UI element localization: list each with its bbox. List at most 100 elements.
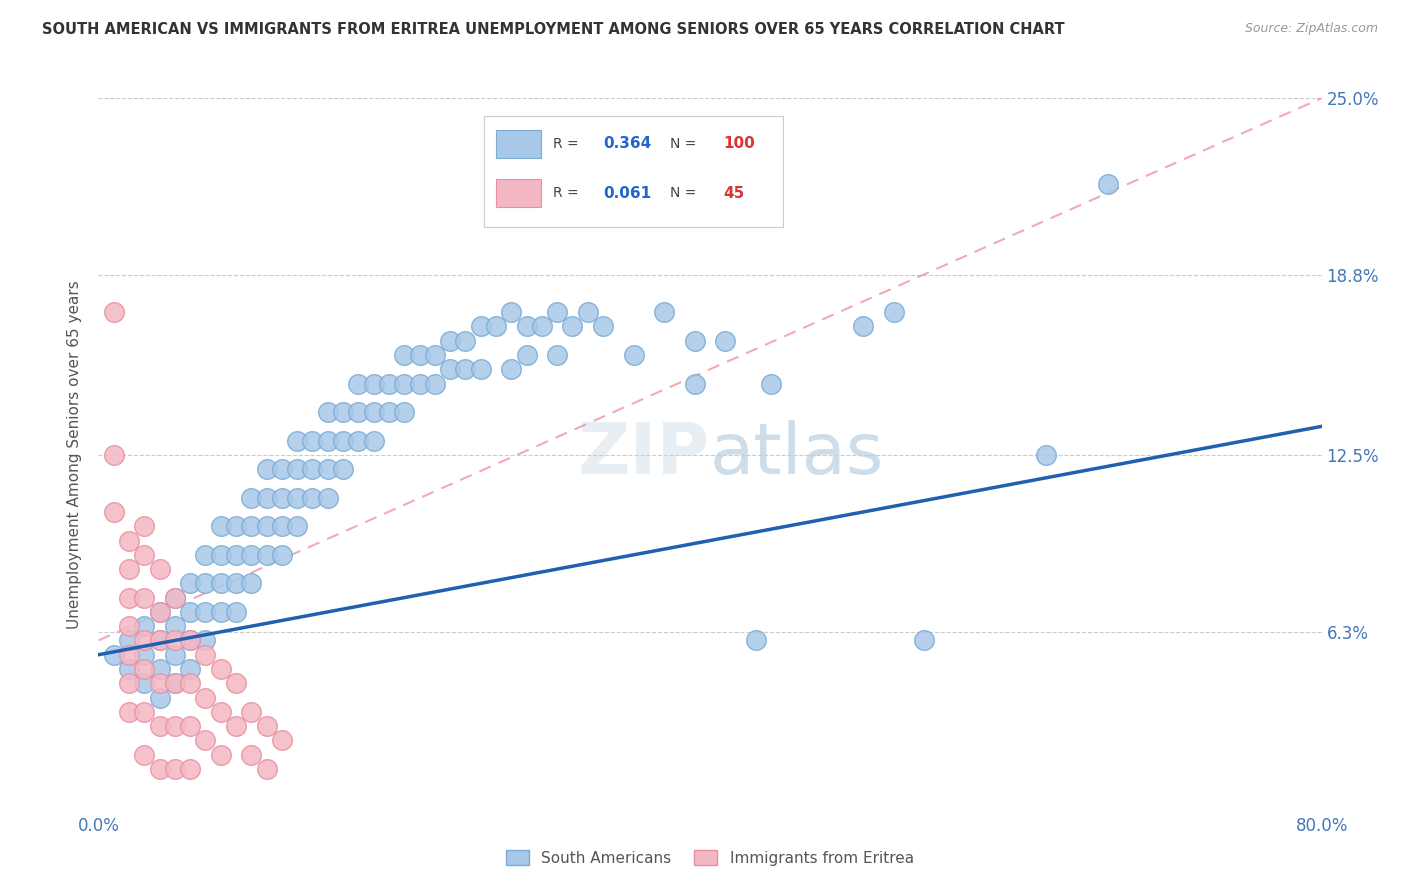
Point — [316, 491, 339, 505]
Point — [225, 519, 247, 533]
Point — [134, 747, 156, 762]
Point — [378, 376, 401, 391]
Point — [209, 747, 232, 762]
Point — [179, 633, 201, 648]
Point — [683, 376, 706, 391]
Point — [163, 676, 186, 690]
Point — [118, 648, 141, 662]
Point — [194, 605, 217, 619]
Point — [134, 633, 156, 648]
Point — [194, 548, 217, 562]
Point — [1035, 448, 1057, 462]
Point — [149, 676, 172, 690]
Point — [256, 462, 278, 476]
Point — [378, 405, 401, 419]
Point — [408, 348, 430, 362]
Point — [316, 405, 339, 419]
Point — [163, 591, 186, 605]
Point — [163, 619, 186, 633]
Point — [240, 548, 263, 562]
Point — [285, 519, 308, 533]
Point — [392, 376, 416, 391]
Point — [134, 548, 156, 562]
Point — [316, 462, 339, 476]
Point — [194, 690, 217, 705]
Point — [118, 705, 141, 719]
Point — [347, 405, 370, 419]
Point — [179, 719, 201, 733]
Point — [134, 519, 156, 533]
Point — [163, 676, 186, 690]
Point — [118, 633, 141, 648]
Point — [103, 648, 125, 662]
Point — [194, 648, 217, 662]
Point — [423, 348, 446, 362]
Point — [683, 334, 706, 348]
Point — [270, 733, 292, 747]
Point — [209, 519, 232, 533]
Text: ZIP: ZIP — [578, 420, 710, 490]
Point — [134, 662, 156, 676]
Point — [256, 548, 278, 562]
Point — [225, 576, 247, 591]
Point — [194, 576, 217, 591]
Point — [209, 605, 232, 619]
Point — [714, 334, 737, 348]
Point — [240, 747, 263, 762]
Point — [363, 405, 385, 419]
Point — [118, 591, 141, 605]
Legend: South Americans, Immigrants from Eritrea: South Americans, Immigrants from Eritrea — [501, 844, 920, 871]
Point — [347, 376, 370, 391]
Point — [149, 605, 172, 619]
Point — [256, 519, 278, 533]
Text: SOUTH AMERICAN VS IMMIGRANTS FROM ERITREA UNEMPLOYMENT AMONG SENIORS OVER 65 YEA: SOUTH AMERICAN VS IMMIGRANTS FROM ERITRE… — [42, 22, 1064, 37]
Point — [1097, 177, 1119, 191]
Point — [332, 405, 354, 419]
Point — [501, 305, 523, 319]
Point — [270, 519, 292, 533]
Point — [546, 305, 568, 319]
Point — [301, 462, 323, 476]
Point — [332, 434, 354, 448]
Point — [392, 405, 416, 419]
Point — [592, 319, 614, 334]
Point — [256, 719, 278, 733]
Point — [118, 662, 141, 676]
Point — [256, 762, 278, 776]
Point — [240, 576, 263, 591]
Point — [516, 348, 538, 362]
Point — [530, 319, 553, 334]
Text: atlas: atlas — [710, 420, 884, 490]
Point — [225, 605, 247, 619]
Point — [240, 519, 263, 533]
Point — [470, 362, 492, 376]
Point — [454, 362, 477, 376]
Point — [134, 591, 156, 605]
Point — [516, 319, 538, 334]
Point — [209, 548, 232, 562]
Point — [118, 562, 141, 576]
Point — [225, 548, 247, 562]
Point — [561, 319, 583, 334]
Point — [194, 733, 217, 747]
Point — [759, 376, 782, 391]
Point — [179, 605, 201, 619]
Point — [301, 434, 323, 448]
Point — [163, 591, 186, 605]
Point — [209, 576, 232, 591]
Point — [149, 633, 172, 648]
Point — [103, 448, 125, 462]
Point — [285, 434, 308, 448]
Point — [285, 462, 308, 476]
Point — [118, 619, 141, 633]
Point — [363, 376, 385, 391]
Point — [194, 633, 217, 648]
Text: Source: ZipAtlas.com: Source: ZipAtlas.com — [1244, 22, 1378, 36]
Point — [852, 319, 875, 334]
Point — [454, 334, 477, 348]
Point — [149, 690, 172, 705]
Point — [576, 305, 599, 319]
Point — [209, 705, 232, 719]
Point — [546, 348, 568, 362]
Point — [392, 348, 416, 362]
